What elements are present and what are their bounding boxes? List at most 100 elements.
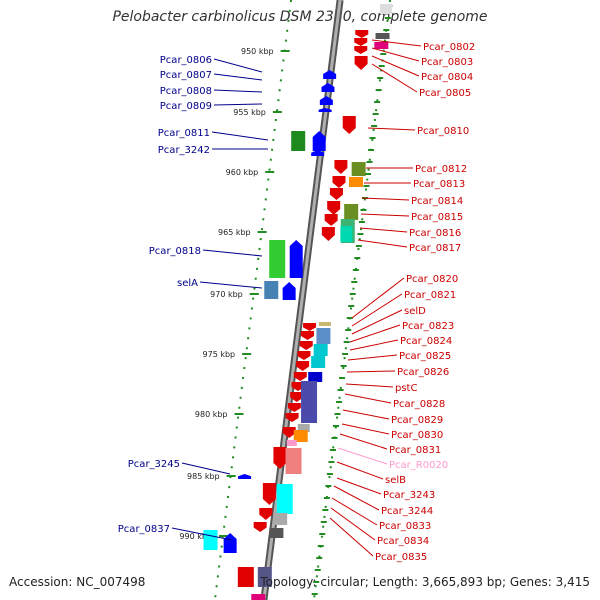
gene-label-right: Pcar_0803 [421, 57, 473, 68]
gene-block [269, 528, 284, 538]
gene-block [251, 594, 266, 600]
gene-label-right: Pcar_0834 [377, 536, 429, 547]
gene-label-right: Pcar_0805 [419, 88, 471, 99]
gene-features [203, 4, 392, 600]
leader-line [351, 309, 403, 335]
ruler-label: 985 kbp [187, 472, 220, 481]
reverse-gene-arrow [259, 508, 273, 520]
reverse-gene-arrow [297, 351, 311, 360]
leader-line [213, 89, 263, 93]
reverse-gene-arrow [287, 403, 301, 412]
gene-label-left: selA [177, 278, 198, 289]
reverse-gene-arrow [282, 427, 296, 438]
gene-label-right: Pcar_0830 [391, 430, 443, 441]
leader-line [349, 324, 401, 343]
leader-line [199, 281, 263, 289]
leader-line [211, 131, 269, 141]
forward-gene-arrow [223, 533, 237, 553]
gene-label-left: Pcar_0818 [149, 246, 201, 257]
reverse-gene-arrow [303, 323, 317, 331]
leader-line [181, 462, 231, 475]
leader-line [347, 354, 398, 361]
ruler-label: 960 kbp [226, 168, 259, 177]
leader-line [213, 103, 263, 106]
leader-line [345, 383, 394, 388]
reverse-gene-arrow [299, 341, 313, 350]
leader-line [359, 227, 408, 233]
leader-line [371, 55, 420, 77]
gene-block [276, 484, 293, 514]
ruler-label: 990 kbp [179, 532, 212, 541]
ruler-track-right [312, 0, 392, 600]
gene-block [374, 42, 389, 49]
leader-line [330, 507, 376, 541]
ruler-label: 950 kbp [241, 47, 274, 56]
gene-label-right: Pcar_3244 [381, 506, 433, 517]
gene-block [344, 204, 359, 220]
gene-block [203, 530, 218, 550]
gene-block [375, 33, 390, 39]
reverse-gene-arrow [354, 38, 368, 46]
gene-label-right: Pcar_0826 [397, 367, 449, 378]
leader-line [342, 409, 390, 420]
gene-block [291, 131, 306, 151]
forward-gene-arrow [311, 150, 325, 156]
gene-label-left: Pcar_3242 [158, 145, 210, 156]
map-title: Pelobacter carbinolicus DSM 2380, comple… [112, 9, 488, 25]
forward-gene-arrow [238, 474, 252, 479]
reverse-gene-arrow [321, 227, 335, 241]
gene-label-left: Pcar_3245 [128, 459, 180, 470]
leader-line [331, 497, 378, 526]
reverse-gene-arrow [285, 413, 299, 422]
gene-label-left: Pcar_0837 [118, 524, 170, 535]
gene-label-right: Pcar_0812 [415, 164, 467, 175]
gene-block [351, 162, 366, 176]
ruler-label: 965 kbp [218, 228, 251, 237]
reverse-gene-arrow [334, 160, 348, 174]
gene-label-right: Pcar_0804 [421, 72, 473, 83]
gene-label-left: Pcar_0806 [160, 55, 212, 66]
gene-label-right: Pcar_0833 [379, 521, 431, 532]
gene-block [237, 567, 254, 587]
leader-line [371, 39, 422, 47]
forward-gene-arrow [323, 70, 337, 79]
gene-block [293, 430, 308, 442]
gene-label-left: Pcar_0809 [160, 101, 212, 112]
leader-line [213, 58, 263, 73]
ruler-ticks: 950 kbp 955 kbp 960 kbp 965 kbp 970 kbp 975 k… [179, 0, 393, 600]
gene-label-right: Pcar_0824 [400, 336, 452, 347]
gene-label-right: Pcar_0821 [404, 290, 456, 301]
gene-block [257, 567, 272, 587]
gene-block [269, 240, 286, 278]
gene-block [313, 344, 328, 356]
leader-line [367, 127, 416, 131]
leader-line [371, 47, 420, 62]
gene-label-right: Pcar_0814 [411, 196, 463, 207]
reverse-gene-arrow [329, 188, 343, 200]
gene-label-right: Pcar_0816 [409, 228, 461, 239]
gene-block [318, 322, 331, 326]
gene-label-right: Pcar_3243 [383, 490, 435, 501]
leader-line [202, 249, 263, 257]
forward-gene-arrow [319, 96, 333, 105]
leader-line [346, 370, 396, 373]
gene-block [348, 177, 363, 187]
gene-block [379, 4, 392, 14]
reverse-gene-arrow [300, 331, 314, 340]
gene-block [311, 356, 326, 368]
leader-line [371, 63, 418, 93]
leader-line [171, 527, 233, 541]
reverse-gene-arrow [332, 176, 346, 188]
gene-label-right: Pcar_0835 [375, 552, 427, 563]
gene-label-left: Pcar_0811 [158, 128, 210, 139]
gene-label-right: Pcar_0810 [417, 126, 469, 137]
leader-line [357, 239, 408, 248]
accession-text: Accession: NC_007498 [9, 575, 146, 589]
gene-label-right: pstC [395, 383, 417, 394]
reverse-gene-arrow [262, 483, 276, 505]
ruler-label: 975 kbp [203, 350, 236, 359]
gene-block [340, 226, 353, 242]
forward-gene-arrow [321, 83, 335, 92]
gene-block [316, 328, 331, 344]
reverse-gene-arrow [354, 56, 368, 70]
